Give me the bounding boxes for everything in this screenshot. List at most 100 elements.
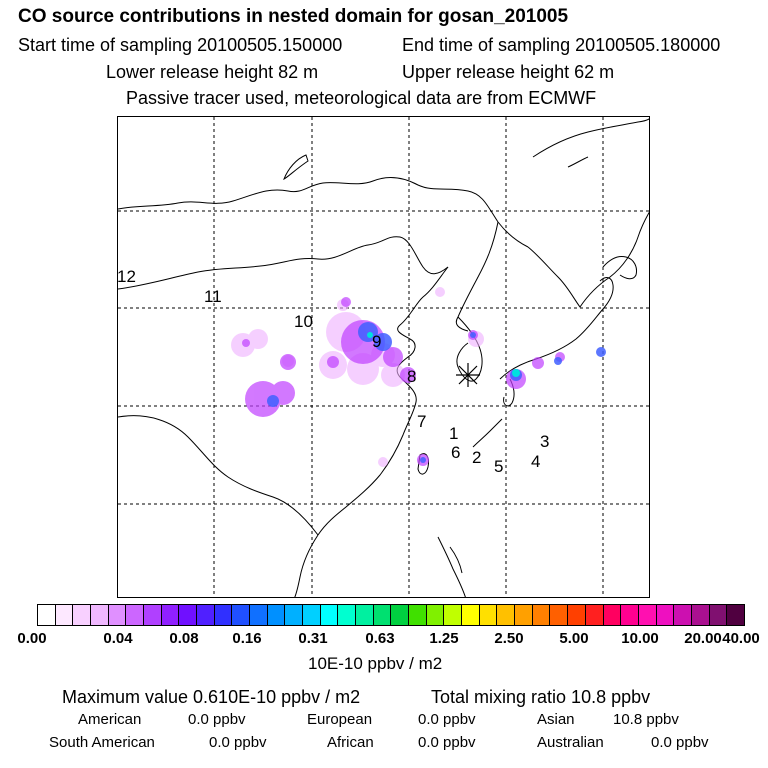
colorbar-cell-29 — [550, 605, 569, 625]
colorbar-cell-1 — [55, 605, 74, 625]
european-value: 0.0 ppbv — [418, 711, 476, 728]
colorbar-cell-8 — [179, 605, 198, 625]
region-label-9: 9 — [372, 332, 382, 351]
colorbar-tick-11: 40.00 — [722, 630, 760, 647]
colorbar-cell-3 — [91, 605, 109, 625]
plume-low-6 — [381, 363, 405, 387]
plume-high-8 — [420, 457, 426, 463]
colorbar-tick-10: 20.00 — [684, 630, 722, 647]
colorbar-cell-32 — [603, 605, 622, 625]
page-title: CO source contributions in nested domain… — [18, 6, 569, 27]
colorbar-cell-4 — [108, 605, 127, 625]
plume-layer — [231, 287, 606, 467]
colorbar-cell-14 — [285, 605, 304, 625]
colorbar-cell-26 — [497, 605, 516, 625]
plume-high-4 — [470, 332, 476, 338]
colorbar-tick-4: 0.31 — [298, 630, 328, 647]
colorbar-cell-12 — [250, 605, 268, 625]
tracer-note: Passive tracer used, meteorological data… — [126, 88, 597, 108]
region-label-12: 12 — [117, 267, 136, 286]
plume-high-5 — [596, 347, 606, 357]
african-label: African — [327, 734, 374, 751]
colorbar-cell-13 — [267, 605, 286, 625]
colorbar-cell-16 — [320, 605, 339, 625]
colorbar-tick-5: 0.63 — [365, 630, 395, 647]
philippines-south — [449, 546, 463, 574]
american-value: 0.0 ppbv — [188, 711, 246, 728]
colorbar-cell-15 — [303, 605, 321, 625]
colorbar-tick-2: 0.08 — [169, 630, 199, 647]
plume-peak-2 — [512, 369, 520, 377]
plume-mid-7 — [327, 356, 339, 368]
hokkaido — [602, 256, 637, 280]
colorbar-cell-17 — [338, 605, 357, 625]
plume-low-2 — [248, 329, 268, 349]
colorbar-cell-22 — [426, 605, 445, 625]
plume-high-6 — [554, 357, 562, 365]
southwest-china-border — [118, 415, 319, 536]
receptor-star — [456, 363, 480, 387]
colorbar-cell-21 — [409, 605, 427, 625]
colorbar-tick-3: 0.16 — [232, 630, 262, 647]
asian-value: 10.8 ppbv — [613, 711, 679, 728]
region-label-10: 10 — [294, 312, 313, 331]
australian-value: 0.0 ppbv — [651, 734, 709, 751]
plume-high-3 — [267, 395, 279, 407]
colorbar-cell-34 — [638, 605, 657, 625]
colorbar-cell-5 — [126, 605, 145, 625]
lake-baikal — [283, 154, 309, 181]
african-value: 0.0 ppbv — [418, 734, 476, 751]
colorbar-cell-18 — [356, 605, 374, 625]
region-label-6: 6 — [451, 443, 461, 462]
philippines — [437, 536, 466, 597]
american-label: American — [78, 711, 142, 728]
grid-lines — [118, 117, 649, 597]
colorbar-cell-28 — [532, 605, 551, 625]
mongolia-china-border — [118, 236, 449, 290]
colorbar-tick-7: 2.50 — [494, 630, 524, 647]
colorbar-cell-2 — [73, 605, 92, 625]
plume-mid-3 — [280, 354, 296, 370]
colorbar-cell-11 — [232, 605, 251, 625]
end-time: End time of sampling 20100505.180000 — [402, 35, 721, 55]
colorbar-cell-24 — [462, 605, 480, 625]
australian-label: Australian — [537, 734, 604, 751]
korea-peninsula — [456, 316, 483, 382]
colorbar-cell-19 — [373, 605, 392, 625]
colorbar-tick-0: 0.00 — [17, 630, 47, 647]
colorbar-cell-33 — [621, 605, 639, 625]
ryukyu-islands — [472, 418, 503, 448]
plume-mid-5 — [383, 347, 403, 367]
total-mixing-ratio: Total mixing ratio 10.8 ppbv — [431, 687, 651, 707]
taiwan — [417, 453, 429, 475]
china-northeast-border — [455, 221, 499, 332]
colorbar-cell-39 — [727, 605, 744, 625]
colorbar-cell-0 — [38, 605, 56, 625]
colorbar-tick-8: 5.00 — [559, 630, 589, 647]
colorbar-cell-9 — [197, 605, 215, 625]
map-panel: 12 11 10 9 8 7 1 6 2 5 4 3 — [117, 116, 650, 598]
colorbar-cell-7 — [161, 605, 180, 625]
plume-mid-11 — [532, 357, 544, 369]
colorbar-cell-36 — [674, 605, 692, 625]
map-svg — [118, 117, 649, 597]
region-label-5: 5 — [494, 457, 504, 476]
colorbar-cell-30 — [568, 605, 586, 625]
plume-mid-8 — [341, 297, 351, 307]
sakhalin-island — [567, 156, 589, 168]
japan-islands — [499, 277, 614, 380]
russia-mongolia-border — [118, 177, 529, 248]
colorbar-tick-6: 1.25 — [429, 630, 459, 647]
region-label-3: 3 — [540, 432, 550, 451]
plume-mid-6 — [400, 367, 416, 383]
region-label-2: 2 — [472, 448, 482, 467]
colorbar-units: 10E-10 ppbv / m2 — [308, 654, 443, 673]
okhotsk-coast — [532, 118, 649, 158]
plume-low-12 — [378, 457, 388, 467]
colorbar-cell-23 — [444, 605, 463, 625]
region-label-11: 11 — [204, 287, 222, 306]
region-label-1: 1 — [449, 424, 459, 443]
colorbar — [37, 604, 745, 626]
maximum-value: Maximum value 0.610E-10 ppbv / m2 — [62, 687, 361, 707]
region-label-7: 7 — [417, 412, 427, 431]
